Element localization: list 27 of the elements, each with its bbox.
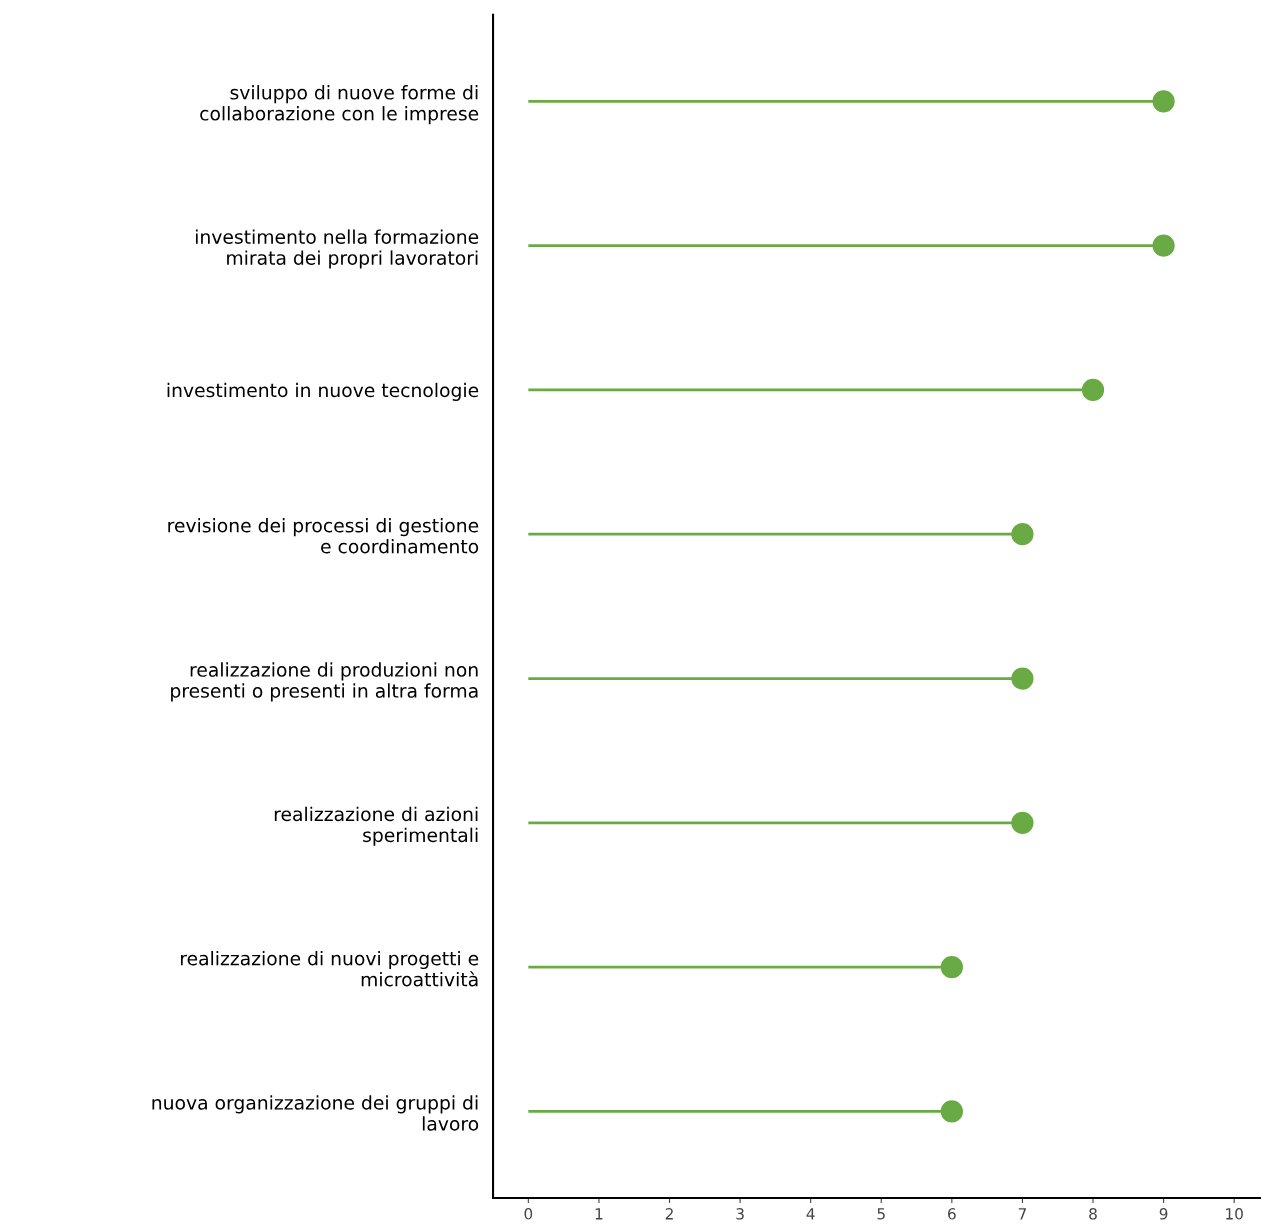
x-tick-label: 3 — [736, 1208, 744, 1220]
x-tick-label: 10 — [1226, 1208, 1243, 1220]
y-tick-label: revisione dei processi di gestione e coordinamento — [168, 518, 479, 554]
x-tick-label: 4 — [806, 1208, 815, 1220]
point — [1011, 667, 1034, 690]
point — [1152, 90, 1175, 113]
x-tick-label: 9 — [1159, 1208, 1168, 1220]
y-tick-label: realizzazione di produzioni non presenti o presenti in altra forma — [171, 662, 478, 702]
x-tick-label: 0 — [524, 1208, 533, 1220]
x-tick-label: 6 — [948, 1208, 956, 1220]
y-tick-label: investimento in nuove tecnologie — [167, 382, 479, 401]
y-tick-label: realizzazione di nuovi progetti e microattività — [180, 950, 479, 987]
point — [1081, 378, 1105, 402]
point — [1011, 811, 1034, 834]
point — [1152, 234, 1175, 257]
y-tick-label: realizzazione di azioni sperimentali — [274, 806, 478, 846]
x-tick-label: 2 — [665, 1208, 673, 1220]
y-tick-label: investimento nella formazione mirata dei propri lavoratori — [195, 229, 479, 269]
y-tick-label: sviluppo di nuove forme di collaborazione con le imprese — [200, 85, 479, 125]
point — [940, 956, 963, 979]
x-tick-label: 7 — [1018, 1208, 1026, 1220]
x-tick-label: 5 — [877, 1208, 885, 1220]
x-tick-label: 8 — [1089, 1208, 1097, 1220]
x-tick-label: 1 — [595, 1208, 603, 1220]
point — [1011, 523, 1034, 546]
point — [940, 1100, 963, 1123]
y-tick-label: nuova organizzazione dei gruppi di lavoro — [152, 1095, 479, 1131]
